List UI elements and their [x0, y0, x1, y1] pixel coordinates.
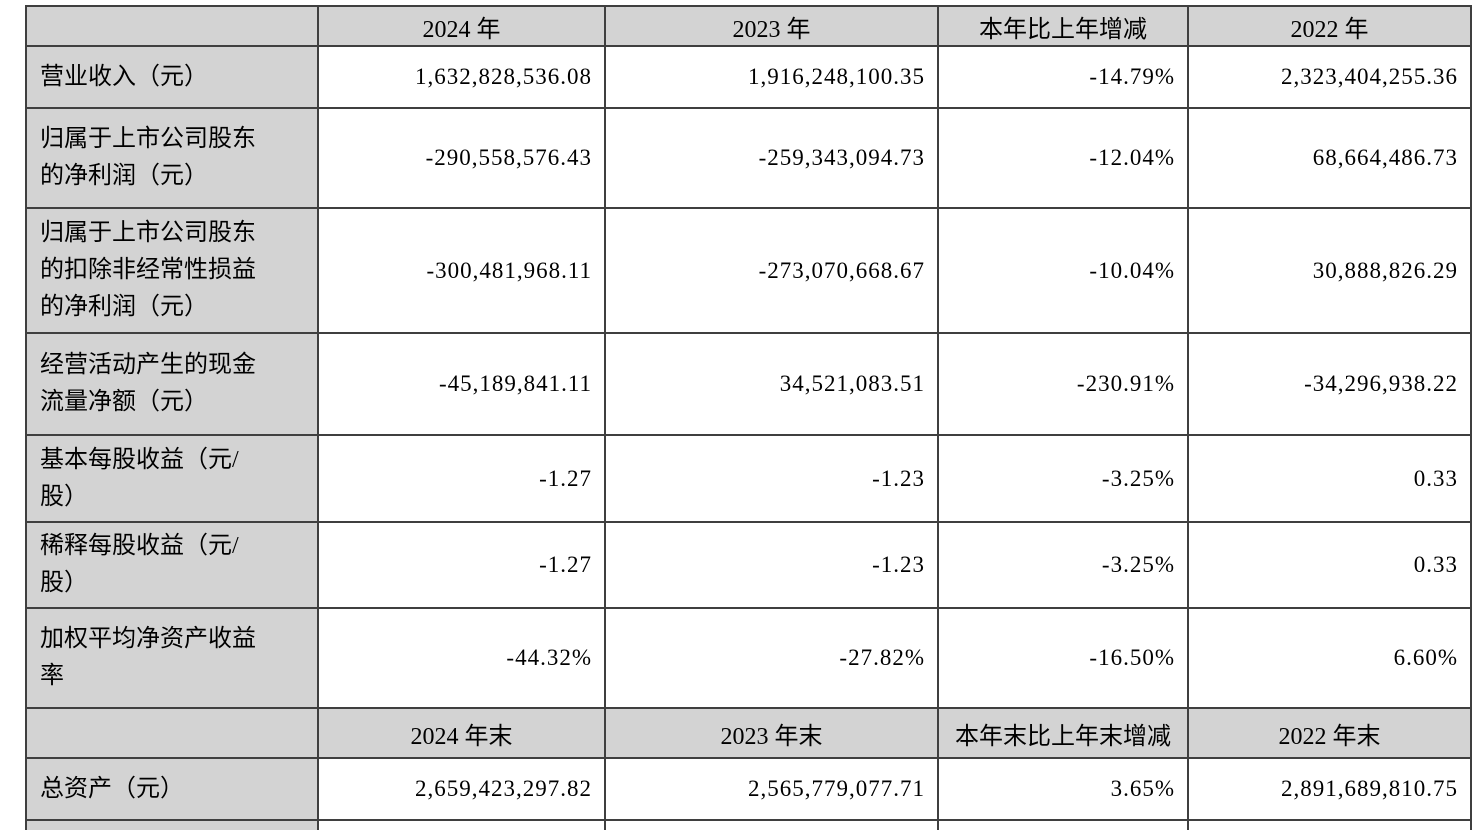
- value-2022: -34,296,938.22: [1187, 332, 1472, 436]
- header-2022-end: 2022 年末: [1187, 707, 1472, 759]
- row-label: 营业收入（元）: [25, 45, 319, 109]
- value-2024: -1.27: [317, 521, 606, 609]
- period-end-header-row: 2024 年末 2023 年末 本年末比上年末增减 2022 年末: [25, 707, 1472, 759]
- value-change: -16.50%: [937, 607, 1189, 709]
- value-2024: -300,481,968.11: [317, 207, 606, 334]
- value-change: -10.04%: [937, 207, 1189, 334]
- value-2023: -27.82%: [604, 607, 939, 709]
- table-row-operating-cash-flow: 经营活动产生的现金流量净额（元） -45,189,841.11 34,521,0…: [25, 332, 1472, 436]
- table-row-net-assets: 归属于上市公司股东的净资产（元） 954,048,752.99 823,305,…: [25, 819, 1472, 830]
- table-row-basic-eps: 基本每股收益（元/股） -1.27 -1.23 -3.25% 0.33: [25, 434, 1472, 523]
- value-2023: 2,565,779,077.71: [604, 757, 939, 821]
- value-2023: 823,305,342.35: [604, 819, 939, 830]
- value-2022: 2,323,404,255.36: [1187, 45, 1472, 109]
- value-2023: 34,521,083.51: [604, 332, 939, 436]
- table-row-operating-revenue: 营业收入（元） 1,632,828,536.08 1,916,248,100.3…: [25, 45, 1472, 109]
- table-row-weighted-avg-roe: 加权平均净资产收益率 -44.32% -27.82% -16.50% 6.60%: [25, 607, 1472, 709]
- value-change: -230.91%: [937, 332, 1189, 436]
- value-2024: -44.32%: [317, 607, 606, 709]
- value-2024: -1.27: [317, 434, 606, 523]
- value-change: -3.25%: [937, 521, 1189, 609]
- row-label: 经营活动产生的现金流量净额（元）: [25, 332, 319, 436]
- header-empty-cell: [25, 707, 319, 759]
- value-2023: 1,916,248,100.35: [604, 45, 939, 109]
- table-row-net-profit-excl-nonrecurring: 归属于上市公司股东的扣除非经常性损益的净利润（元） -300,481,968.1…: [25, 207, 1472, 334]
- value-2022: 68,664,486.73: [1187, 107, 1472, 209]
- value-2024: -290,558,576.43: [317, 107, 606, 209]
- row-label: 归属于上市公司股东的净资产（元）: [25, 819, 319, 830]
- value-2022: 6.60%: [1187, 607, 1472, 709]
- value-2024: 954,048,752.99: [317, 819, 606, 830]
- table-row-net-profit: 归属于上市公司股东的净利润（元） -290,558,576.43 -259,34…: [25, 107, 1472, 209]
- header-2023-end: 2023 年末: [604, 707, 939, 759]
- value-2023: -259,343,094.73: [604, 107, 939, 209]
- period-header-row: 2024 年 2023 年 本年比上年增减 2022 年: [25, 5, 1472, 47]
- row-label: 归属于上市公司股东的扣除非经常性损益的净利润（元）: [25, 207, 319, 334]
- value-2022: 0.33: [1187, 434, 1472, 523]
- value-change: -12.04%: [937, 107, 1189, 209]
- row-label: 总资产（元）: [25, 757, 319, 821]
- row-label: 加权平均净资产收益率: [25, 607, 319, 709]
- row-label: 稀释每股收益（元/股）: [25, 521, 319, 609]
- value-2022: 0.33: [1187, 521, 1472, 609]
- table-row-diluted-eps: 稀释每股收益（元/股） -1.27 -1.23 -3.25% 0.33: [25, 521, 1472, 609]
- value-2022: 1,078,322,063.42: [1187, 819, 1472, 830]
- value-2024: 2,659,423,297.82: [317, 757, 606, 821]
- value-change: -14.79%: [937, 45, 1189, 109]
- row-label: 基本每股收益（元/股）: [25, 434, 319, 523]
- value-2022: 2,891,689,810.75: [1187, 757, 1472, 821]
- value-2024: 1,632,828,536.08: [317, 45, 606, 109]
- value-change: 3.65%: [937, 757, 1189, 821]
- value-2023: -1.23: [604, 521, 939, 609]
- value-2023: -1.23: [604, 434, 939, 523]
- header-yoy-change: 本年比上年增减: [937, 5, 1189, 47]
- header-2024: 2024 年: [317, 5, 606, 47]
- header-2023: 2023 年: [604, 5, 939, 47]
- header-2022: 2022 年: [1187, 5, 1472, 47]
- financial-highlights-table: 2024 年 2023 年 本年比上年增减 2022 年 营业收入（元） 1,6…: [25, 5, 1472, 830]
- header-2024-end: 2024 年末: [317, 707, 606, 759]
- row-label: 归属于上市公司股东的净利润（元）: [25, 107, 319, 209]
- value-change: -3.25%: [937, 434, 1189, 523]
- value-change: 15.88%: [937, 819, 1189, 830]
- header-empty-cell: [25, 5, 319, 47]
- header-yoy-end-change: 本年末比上年末增减: [937, 707, 1189, 759]
- value-2024: -45,189,841.11: [317, 332, 606, 436]
- table-row-total-assets: 总资产（元） 2,659,423,297.82 2,565,779,077.71…: [25, 757, 1472, 821]
- value-2023: -273,070,668.67: [604, 207, 939, 334]
- value-2022: 30,888,826.29: [1187, 207, 1472, 334]
